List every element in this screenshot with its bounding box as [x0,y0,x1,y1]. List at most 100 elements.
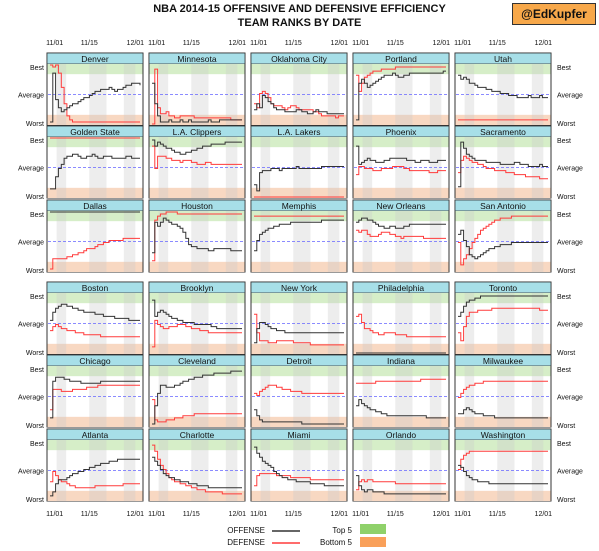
bottom5-band [353,343,449,354]
x-tick-label-bottom: 12/01 [229,511,247,518]
team-name: Boston [82,283,109,293]
x-tick-label-top: 11/15 [285,40,302,47]
x-tick-label-bottom: 11/01 [250,511,267,518]
team-name: Portland [385,54,417,64]
team-name: Chicago [79,356,110,366]
x-tick-label-top: 11/01 [352,40,369,47]
team-name: Charlotte [180,430,215,440]
top5-band [455,64,551,75]
top5-band [353,366,449,377]
bottom5-band [251,187,347,198]
team-name: Detroit [286,356,312,366]
chart-title: NBA 2014-15 OFFENSIVE AND DEFENSIVE EFFI… [153,3,446,15]
bottom5-band [149,343,245,354]
offense-line [458,407,548,419]
team-name: Indiana [387,356,415,366]
top5-band [353,137,449,148]
week-shade [191,293,209,354]
x-tick-label-top: 11/15 [489,40,506,47]
top5-band [149,293,245,304]
y-tick-label-left: Average [18,240,44,247]
defense-line [254,384,344,396]
offense-line [50,458,140,497]
top5-band [353,293,449,304]
week-shade [56,211,67,272]
defense-line [152,444,242,495]
week-shade [362,366,373,427]
week-shade [464,366,475,427]
y-tick-label-right: Best [557,294,571,301]
team-name: Utah [494,54,512,64]
week-shade [464,64,475,125]
top5-band [47,137,143,148]
team-panel: Chicago [46,354,144,428]
x-tick-label-top: 11/01 [46,40,63,47]
y-tick-label-right: Best [557,367,571,374]
week-shade [158,293,169,354]
team-panel: Cleveland [148,354,246,428]
week-shade [56,64,67,125]
y-tick-label-right: Best [557,138,571,145]
bottom5-band [47,261,143,272]
y-tick-label-right: Average [557,469,583,476]
defense-line [356,479,446,491]
defense-line [152,399,242,423]
top5-band [455,293,551,304]
defense-line [356,66,446,92]
week-shade [497,137,515,198]
week-shade [464,440,475,501]
team-name: Brooklyn [180,283,213,293]
y-tick-label-left: Average [18,322,44,329]
offense-line [356,217,446,229]
bottom5-band [47,114,143,125]
top5-band [251,64,347,75]
week-shade [56,366,67,427]
week-shade [260,440,271,501]
week-shade [293,366,311,427]
offense-line [50,153,140,190]
y-tick-label-left: Best [30,367,44,374]
team-panel: Washington [454,428,552,502]
defense-line [50,384,140,411]
week-shade [158,137,169,198]
y-tick-label-left: Average [18,93,44,100]
defense-line [356,166,446,176]
team-name: L.A. Clippers [173,127,222,137]
y-tick-label-left: Average [18,469,44,476]
x-tick-label-bottom: 11/01 [352,511,369,518]
offense-line [254,219,344,252]
top5-band [47,366,143,377]
offense-line [152,299,242,330]
top5-band [149,211,245,222]
x-tick-label-top: 12/01 [229,40,247,47]
top5-band [353,64,449,75]
team-panel: Milwaukee [454,354,552,428]
week-shade [293,137,311,198]
offense-line [458,74,548,99]
offense-line [152,139,242,155]
x-tick-label-bottom: 12/01 [433,511,451,518]
y-tick-label-right: Best [557,441,571,448]
legend-defense-label: DEFENSE [227,538,265,547]
x-tick-label-bottom: 12/01 [331,511,349,518]
week-shade [464,211,475,272]
top5-band [47,440,143,451]
top5-band [149,137,245,148]
legend-offense-label: OFFENSE [227,526,265,535]
bottom5-band [353,261,449,272]
top5-band [455,440,551,451]
week-shade [191,366,209,427]
team-panel: Brooklyn [148,281,246,355]
defense-line [356,313,446,338]
x-tick-label-bottom: 11/15 [183,511,200,518]
offense-line [152,82,242,123]
team-name: San Antonio [480,201,526,211]
y-tick-label-left: Best [30,65,44,72]
defense-line [458,155,548,180]
y-tick-label-right: Best [557,65,571,72]
offense-line [152,456,242,489]
bottom5-band [47,187,143,198]
week-shade [362,137,373,198]
defense-line [356,378,446,384]
